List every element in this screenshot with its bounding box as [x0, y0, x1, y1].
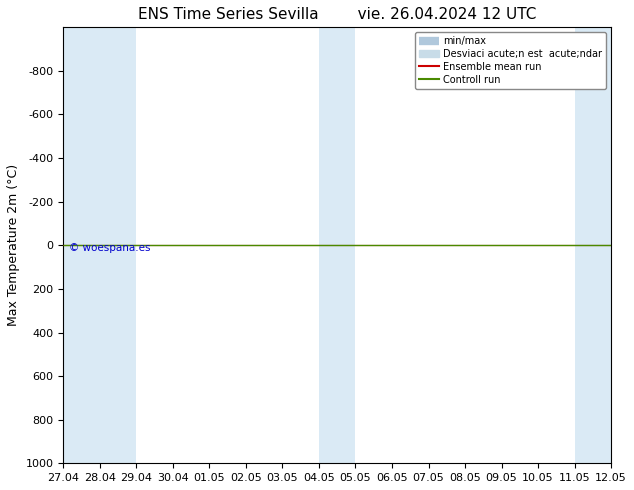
Title: ENS Time Series Sevilla        vie. 26.04.2024 12 UTC: ENS Time Series Sevilla vie. 26.04.2024 … — [138, 7, 536, 22]
Y-axis label: Max Temperature 2m (°C): Max Temperature 2m (°C) — [7, 164, 20, 326]
Bar — [63, 27, 136, 464]
Text: © woespana.es: © woespana.es — [68, 243, 150, 253]
Legend: min/max, Desviaci acute;n est  acute;ndar, Ensemble mean run, Controll run: min/max, Desviaci acute;n est acute;ndar… — [415, 32, 606, 89]
Bar — [574, 27, 611, 464]
Bar — [319, 27, 356, 464]
